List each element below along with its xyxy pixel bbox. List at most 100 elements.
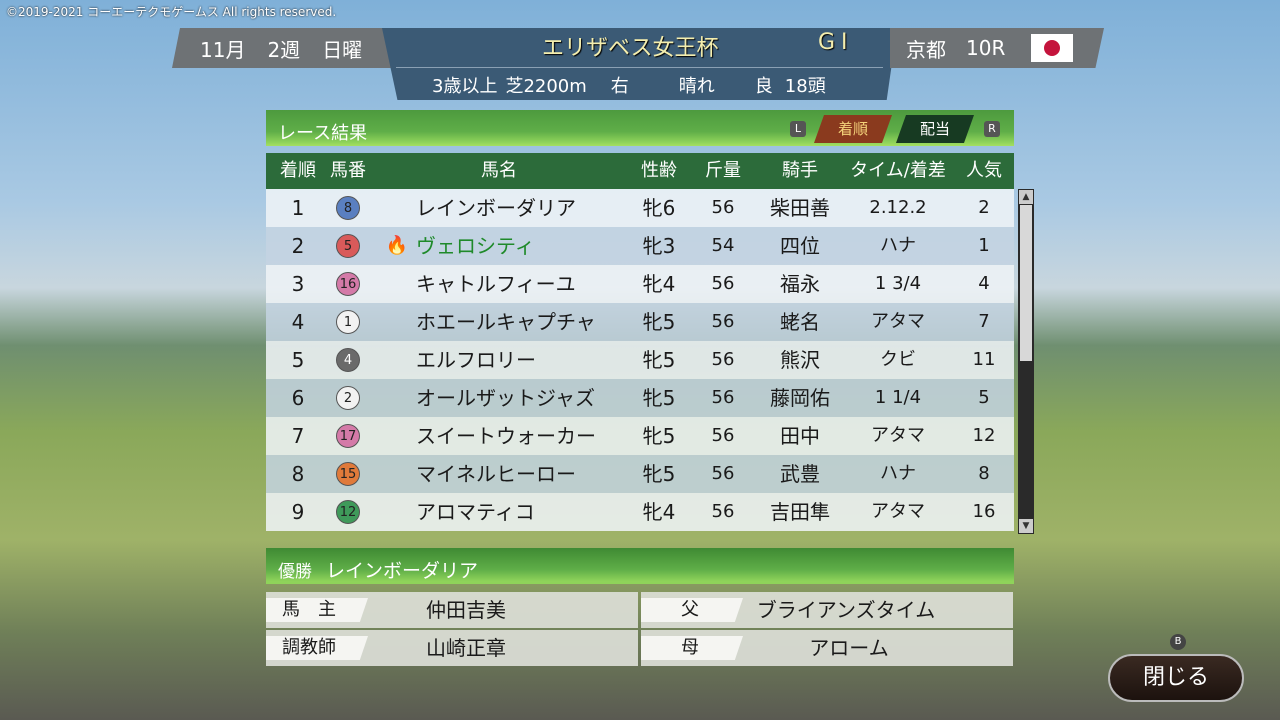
surface-distance: 芝2200m <box>505 76 587 97</box>
time-margin: アタマ <box>871 425 925 446</box>
jockey: 柴田善 <box>770 196 830 220</box>
popularity: 16 <box>972 501 996 522</box>
race-name: エリザベス女王杯 <box>542 36 719 61</box>
weather: 晴れ <box>678 76 715 97</box>
col-weight: 斤量 <box>705 160 741 181</box>
position: 9 <box>291 500 305 524</box>
weight: 56 <box>711 197 735 218</box>
horse-number-badge: 1 <box>336 310 360 334</box>
horse-number-badge: 17 <box>336 424 360 448</box>
track-condition: 良 <box>754 76 773 97</box>
sex-age: 牝5 <box>642 424 676 448</box>
race-number: 10R <box>966 36 1006 60</box>
b-key-icon: B <box>1170 634 1186 650</box>
sex-age: 牝4 <box>642 272 676 296</box>
age-condition: 3歳以上 <box>432 76 498 97</box>
table-header: 着順 馬番 馬名 性齢 斤量 騎手 タイム/着差 人気 <box>266 153 1014 189</box>
col-time-margin: タイム/着差 <box>850 160 946 181</box>
race-grade: GⅠ <box>818 30 854 55</box>
popularity: 1 <box>978 235 990 256</box>
table-row[interactable]: 8 15 マイネルヒーロー 牝5 56 武豊 ハナ 8 <box>266 455 1014 493</box>
horse-name: スイートウォーカー <box>416 424 596 448</box>
trainer-value: 山崎正章 <box>426 636 506 660</box>
results-title: レース結果 <box>278 123 368 144</box>
tab-finish-order[interactable]: 着順 <box>814 115 892 143</box>
race-conditions: 3歳以上 芝2200m 右 晴れ 良 18頭 <box>432 72 850 98</box>
time-margin: ハナ <box>880 463 916 484</box>
position: 1 <box>291 196 305 220</box>
scroll-up-icon[interactable]: ▲ <box>1019 190 1033 204</box>
time-margin: 1 3/4 <box>874 273 922 294</box>
trainer-label: 調教師 <box>266 636 368 660</box>
horse-name: オールザットジャズ <box>416 386 595 410</box>
weight: 56 <box>711 463 735 484</box>
sex-age: 牝5 <box>642 348 676 372</box>
trainer-field: 調教師 山崎正章 <box>266 630 638 666</box>
popularity: 4 <box>978 273 990 294</box>
race-date: 11月 2週 日曜 <box>172 28 394 68</box>
scroll-down-icon[interactable]: ▼ <box>1019 519 1033 533</box>
time-margin: 1 1/4 <box>874 387 922 408</box>
winner-label: 優勝 <box>278 562 312 582</box>
horse-name: マイネルヒーロー <box>416 462 576 486</box>
copyright: ©2019-2021 コーエーテクモゲームス All rights reserv… <box>6 5 337 19</box>
jockey: 熊沢 <box>780 348 820 372</box>
flame-icon: 🔥 <box>385 235 409 256</box>
table-row[interactable]: 4 1 ホエールキャプチャ 牝5 56 蛯名 アタマ 7 <box>266 303 1014 341</box>
horse-number-badge: 5 <box>336 234 360 258</box>
horse-number-badge: 2 <box>336 386 360 410</box>
weight: 56 <box>711 273 735 294</box>
table-row[interactable]: 2 5 🔥 ヴェロシティ 牝3 54 四位 ハナ 1 <box>266 227 1014 265</box>
jockey: 四位 <box>780 234 820 258</box>
week: 2週 <box>267 37 301 62</box>
tab-payout[interactable]: 配当 <box>896 115 974 143</box>
table-row[interactable]: 1 8 レインボーダリア 牝6 56 柴田善 2.12.2 2 <box>266 189 1014 227</box>
position: 8 <box>291 462 305 486</box>
sex-age: 牝5 <box>642 386 676 410</box>
horse-name: ヴェロシティ <box>416 234 535 258</box>
horse-number-badge: 12 <box>336 500 360 524</box>
table-row[interactable]: 6 2 オールザットジャズ 牝5 56 藤岡佑 1 1/4 5 <box>266 379 1014 417</box>
horse-name: レインボーダリア <box>416 196 576 220</box>
time-margin: クビ <box>880 349 916 370</box>
sex-age: 牝5 <box>642 462 676 486</box>
popularity: 12 <box>972 425 996 446</box>
dam-value: アローム <box>809 636 889 660</box>
japan-flag-icon <box>1031 34 1074 62</box>
course: 京都 <box>906 37 946 62</box>
jockey: 田中 <box>780 424 820 448</box>
race-info: エリザベス女王杯 GⅠ 3歳以上 芝2200m 右 晴れ 良 18頭 <box>382 28 897 100</box>
sex-age: 牝6 <box>642 196 676 220</box>
col-horse-name: 馬名 <box>481 160 517 181</box>
race-venue: 京都 10R <box>890 28 1104 68</box>
jockey: 吉田隼 <box>770 500 830 524</box>
jockey: 福永 <box>780 272 820 296</box>
close-button[interactable]: 閉じる <box>1108 654 1244 702</box>
horse-name: エルフロリー <box>416 348 536 372</box>
table-row[interactable]: 5 4 エルフロリー 牝5 56 熊沢 クビ 11 <box>266 341 1014 379</box>
sire-field: 父 ブライアンズタイム <box>641 592 1013 628</box>
time-margin: アタマ <box>871 501 925 522</box>
col-position: 着順 <box>280 160 316 181</box>
direction: 右 <box>610 76 629 97</box>
scroll-thumb[interactable] <box>1020 205 1032 361</box>
scrollbar[interactable]: ▲ ▼ <box>1018 189 1034 534</box>
r-key-icon[interactable]: R <box>984 121 1000 137</box>
winner-bar: 優勝 レインボーダリア <box>266 548 1014 584</box>
position: 2 <box>291 234 305 258</box>
popularity: 7 <box>978 311 990 332</box>
jockey: 蛯名 <box>780 310 820 334</box>
l-key-icon[interactable]: L <box>790 121 806 137</box>
weight: 54 <box>711 235 735 256</box>
table-row[interactable]: 7 17 スイートウォーカー 牝5 56 田中 アタマ 12 <box>266 417 1014 455</box>
popularity: 5 <box>978 387 990 408</box>
time-margin: ハナ <box>880 235 916 256</box>
field-size: 18頭 <box>784 76 826 97</box>
horse-number-badge: 4 <box>336 348 360 372</box>
horse-name: ホエールキャプチャ <box>416 310 596 334</box>
table-row[interactable]: 9 12 アロマティコ 牝4 56 吉田隼 アタマ 16 <box>266 493 1014 531</box>
weight: 56 <box>711 349 735 370</box>
horse-name: アロマティコ <box>416 500 535 524</box>
month: 11月 <box>200 37 246 62</box>
table-row[interactable]: 3 16 キャトルフィーユ 牝4 56 福永 1 3/4 4 <box>266 265 1014 303</box>
